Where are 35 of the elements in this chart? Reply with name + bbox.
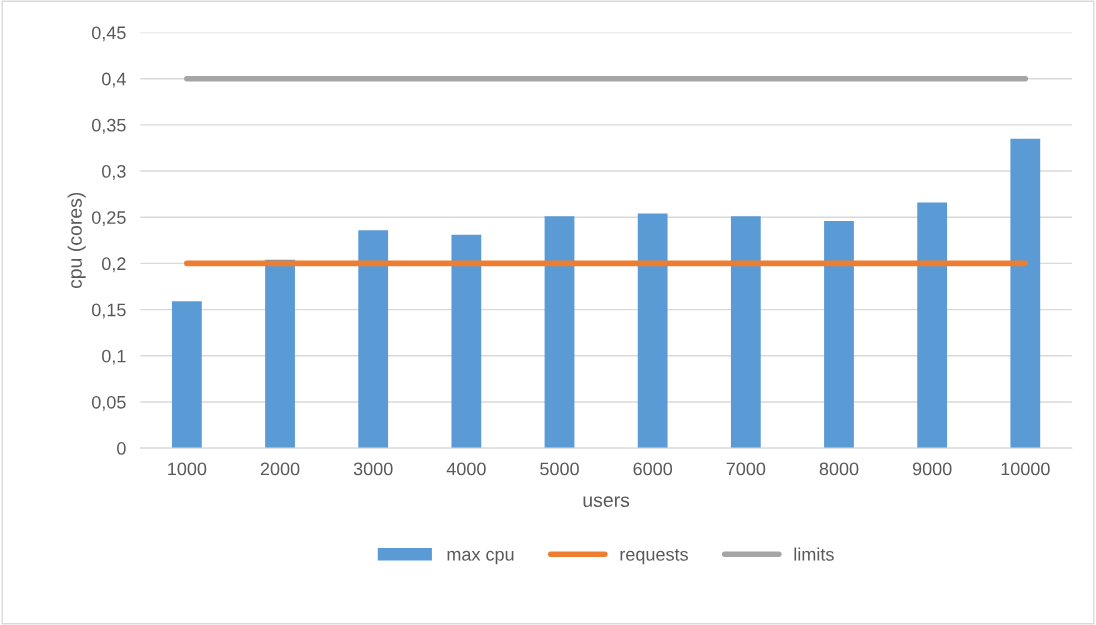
y-tick-label: 0	[117, 442, 126, 455]
legend-label: max cpu	[447, 550, 514, 565]
y-tick-label: 0,25	[91, 211, 126, 227]
y-tick-label: 0,35	[91, 118, 126, 134]
x-tick-label: 9000	[912, 462, 952, 476]
x-tick-label: 5000	[540, 462, 579, 476]
bar	[544, 216, 575, 449]
bar	[1010, 138, 1041, 449]
x-tick-label: 10000	[1001, 462, 1050, 476]
bar	[451, 234, 482, 449]
y-tick-label: 0,3	[102, 164, 126, 180]
x-tick-label: 1000	[168, 462, 207, 476]
x-tick-label: 2000	[260, 462, 300, 476]
y-tick-label: 0,4	[102, 72, 126, 88]
bar	[358, 230, 389, 449]
x-tick-label: 4000	[446, 462, 486, 476]
bar	[171, 301, 202, 449]
y-axis-title: cpu (cores)	[67, 192, 86, 289]
bar	[730, 216, 761, 449]
x-tick-label: 8000	[819, 462, 859, 476]
bar	[265, 259, 295, 449]
bar	[917, 202, 948, 449]
legend-label: limits	[794, 547, 834, 561]
y-tick-label: 0,45	[91, 26, 126, 42]
bar	[637, 213, 668, 449]
x-axis-title: users	[583, 496, 630, 508]
bar	[824, 220, 854, 449]
x-tick-label: 7000	[726, 462, 766, 476]
legend-label: requests	[620, 548, 688, 565]
y-tick-label: 0,05	[91, 395, 126, 411]
x-tick-label: 6000	[633, 462, 673, 476]
y-tick-label: 0,15	[91, 303, 126, 319]
x-tick-label: 3000	[353, 462, 393, 476]
y-tick-label: 0,1	[102, 349, 126, 365]
y-tick-label: 0,2	[102, 257, 126, 273]
